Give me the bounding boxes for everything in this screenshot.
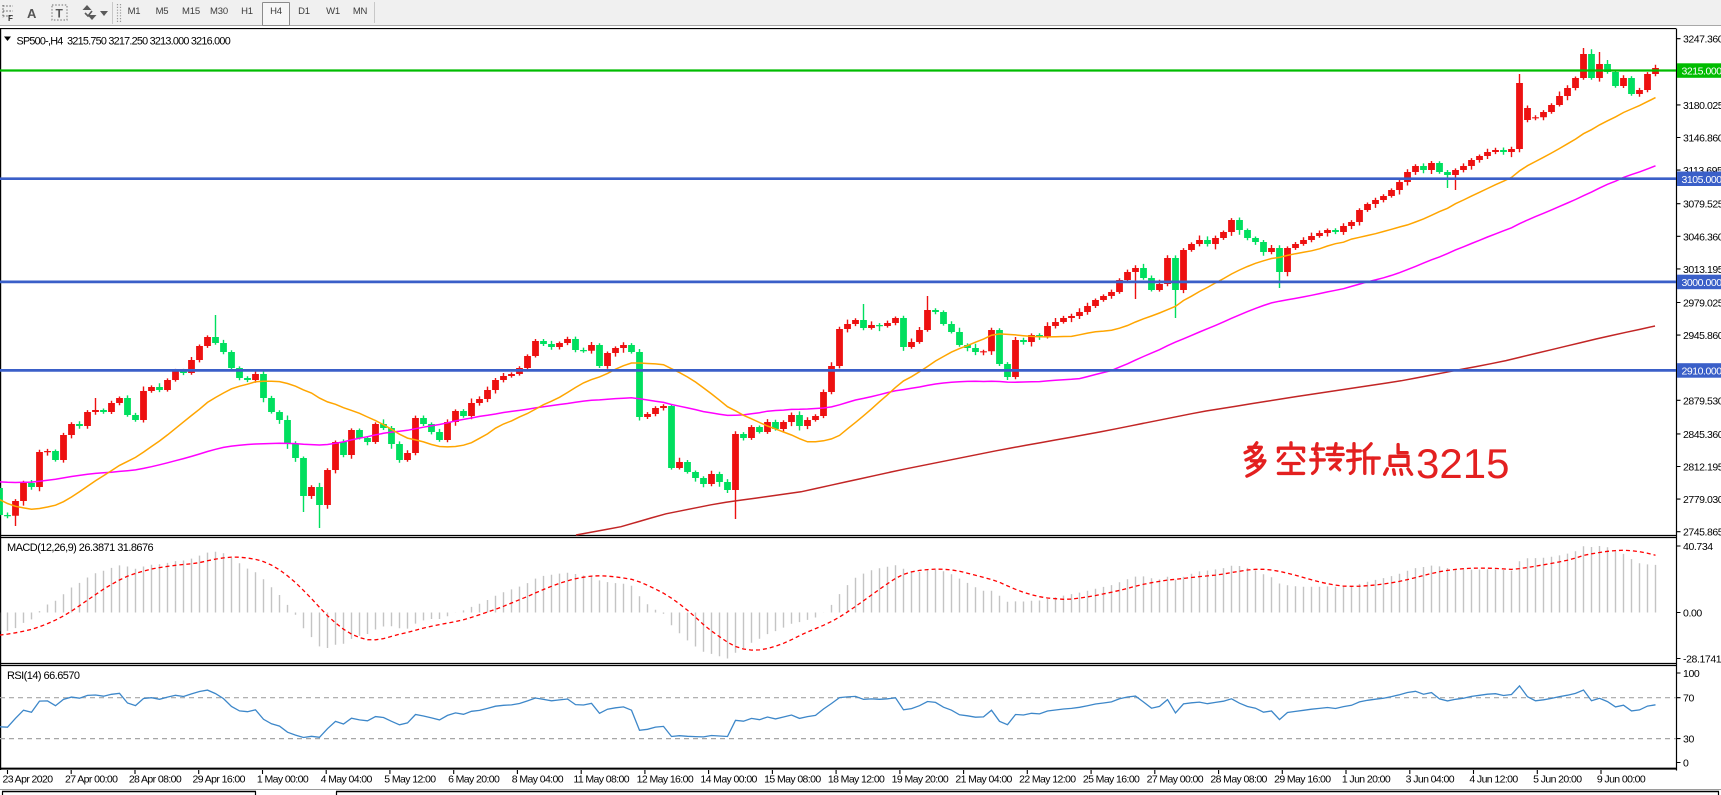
svg-text:0.00: 0.00 <box>1683 608 1702 620</box>
svg-text:22 May 12:00: 22 May 12:00 <box>1019 773 1076 785</box>
svg-text:25 May 16:00: 25 May 16:00 <box>1083 773 1140 785</box>
svg-text:0: 0 <box>1683 758 1689 770</box>
svg-text:1 Jun 20:00: 1 Jun 20:00 <box>1342 773 1391 785</box>
svg-text:100: 100 <box>1683 668 1700 680</box>
svg-text:-28.1741: -28.1741 <box>1683 654 1721 666</box>
svg-text:2945.860: 2945.860 <box>1683 330 1721 342</box>
svg-text:3146.860: 3146.860 <box>1683 133 1721 145</box>
svg-text:2745.865: 2745.865 <box>1683 527 1721 539</box>
svg-text:19 May 20:00: 19 May 20:00 <box>892 773 949 785</box>
svg-text:A: A <box>27 6 37 21</box>
svg-text:12 May 16:00: 12 May 16:00 <box>637 773 694 785</box>
svg-text:70: 70 <box>1683 693 1694 705</box>
svg-text:2979.025: 2979.025 <box>1683 298 1721 310</box>
svg-text:4 Jun 12:00: 4 Jun 12:00 <box>1469 773 1518 785</box>
svg-text:5 Jun 20:00: 5 Jun 20:00 <box>1533 773 1582 785</box>
svg-text:14 May 00:00: 14 May 00:00 <box>700 773 757 785</box>
svg-text:3215: 3215 <box>1416 440 1509 487</box>
svg-text:8 May 04:00: 8 May 04:00 <box>512 773 564 785</box>
svg-text:RSI(14) 66.6570: RSI(14) 66.6570 <box>7 670 80 682</box>
svg-text:MACD(12,26,9) 26.3871 31.8676: MACD(12,26,9) 26.3871 31.8676 <box>7 542 154 554</box>
svg-text:2845.360: 2845.360 <box>1683 429 1721 441</box>
svg-text:3215.000: 3215.000 <box>1682 66 1721 78</box>
svg-text:3247.360: 3247.360 <box>1683 34 1721 46</box>
svg-text:27 Apr 00:00: 27 Apr 00:00 <box>65 773 118 785</box>
svg-text:18 May 12:00: 18 May 12:00 <box>828 773 885 785</box>
svg-text:3046.360: 3046.360 <box>1683 231 1721 243</box>
svg-text:2812.195: 2812.195 <box>1683 462 1721 474</box>
svg-text:2910.000: 2910.000 <box>1682 366 1721 378</box>
svg-text:9 Jun 00:00: 9 Jun 00:00 <box>1597 773 1646 785</box>
svg-text:3079.525: 3079.525 <box>1683 199 1721 211</box>
svg-text:4 May 04:00: 4 May 04:00 <box>321 773 373 785</box>
svg-text:29 Apr 16:00: 29 Apr 16:00 <box>193 773 246 785</box>
svg-text:3105.000: 3105.000 <box>1682 174 1721 186</box>
svg-text:SP500-,H4 3215.750 3217.250 3: SP500-,H4 3215.750 3217.250 3213.000 321… <box>17 36 231 48</box>
svg-text:28 Apr 08:00: 28 Apr 08:00 <box>129 773 182 785</box>
svg-text:40.734: 40.734 <box>1683 541 1713 553</box>
svg-text:27 May 00:00: 27 May 00:00 <box>1147 773 1204 785</box>
svg-text:15 May 08:00: 15 May 08:00 <box>764 773 821 785</box>
svg-text:21 May 04:00: 21 May 04:00 <box>955 773 1012 785</box>
svg-text:23 Apr 2020: 23 Apr 2020 <box>2 773 53 785</box>
svg-text:6 May 20:00: 6 May 20:00 <box>448 773 500 785</box>
svg-text:5 May 12:00: 5 May 12:00 <box>384 773 436 785</box>
svg-text:1 May 00:00: 1 May 00:00 <box>257 773 309 785</box>
svg-text:3180.025: 3180.025 <box>1683 100 1721 112</box>
svg-text:T: T <box>56 7 64 21</box>
svg-text:29 May 16:00: 29 May 16:00 <box>1274 773 1331 785</box>
svg-text:11 May 08:00: 11 May 08:00 <box>573 773 629 785</box>
svg-text:2779.030: 2779.030 <box>1683 494 1721 506</box>
svg-text:30: 30 <box>1683 734 1694 746</box>
svg-text:3013.195: 3013.195 <box>1683 264 1721 276</box>
svg-text:28 May 08:00: 28 May 08:00 <box>1210 773 1267 785</box>
svg-text:3000.000: 3000.000 <box>1682 277 1721 289</box>
svg-text:F: F <box>8 14 13 23</box>
svg-text:3 Jun 04:00: 3 Jun 04:00 <box>1406 773 1455 785</box>
svg-text:2879.530: 2879.530 <box>1683 395 1721 407</box>
